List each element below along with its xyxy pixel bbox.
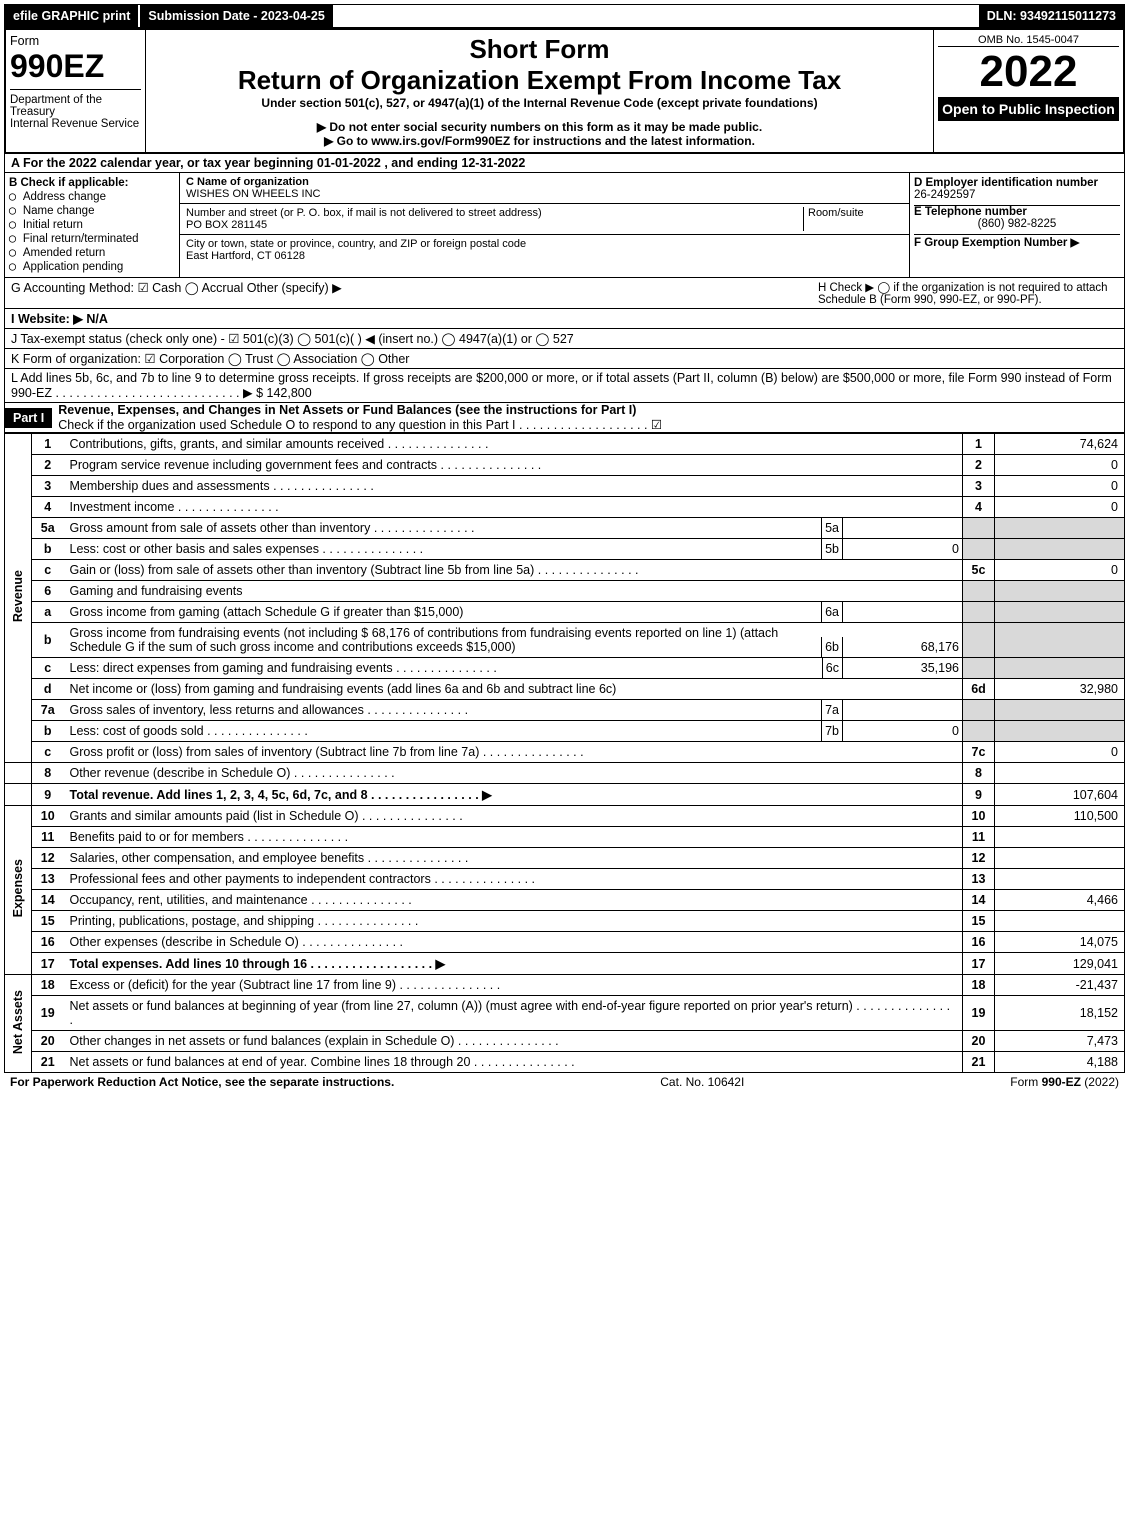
omb-number: OMB No. 1545-0047 (938, 34, 1119, 47)
efile-label: efile GRAPHIC print (5, 5, 138, 27)
open-public: Open to Public Inspection (938, 97, 1119, 121)
line-12: Salaries, other compensation, and employ… (64, 848, 963, 869)
top-bar: efile GRAPHIC print Submission Date - 20… (4, 4, 1125, 28)
identity-block: B Check if applicable: ◯ Address change … (4, 173, 1125, 278)
line-6b: Gross income from fundraising events (no… (64, 623, 822, 657)
line-10: Grants and similar amounts paid (list in… (64, 806, 963, 827)
line-2: Program service revenue including govern… (64, 455, 963, 476)
paperwork-notice: For Paperwork Reduction Act Notice, see … (10, 1075, 394, 1089)
room-suite: Room/suite (803, 207, 903, 231)
line-7c: Gross profit or (loss) from sales of inv… (64, 742, 963, 763)
main-title: Return of Organization Exempt From Incom… (150, 65, 929, 96)
line-4: Investment income (64, 497, 963, 518)
form-number: 990EZ (10, 48, 141, 85)
dln: DLN: 93492115011273 (979, 5, 1124, 27)
form-header: Form 990EZ Department of the Treasury In… (4, 28, 1125, 154)
f-label: F Group Exemption Number ▶ (914, 237, 1079, 249)
d-label: D Employer identification number (914, 177, 1098, 189)
line-9: Total revenue. Add lines 1, 2, 3, 4, 5c,… (64, 784, 963, 806)
part-i-check: Check if the organization used Schedule … (58, 418, 662, 432)
line-5b: Less: cost or other basis and sales expe… (64, 539, 822, 559)
section-i: I Website: ▶ N/A (4, 309, 1125, 329)
form-id: Form 990-EZ (2022) (1010, 1075, 1119, 1089)
line-14: Occupancy, rent, utilities, and maintena… (64, 890, 963, 911)
cb-name[interactable]: Name change (23, 205, 95, 217)
line-6: Gaming and fundraising events (64, 581, 963, 602)
ein-value: 26-2492597 (914, 189, 975, 201)
line-21: Net assets or fund balances at end of ye… (64, 1052, 963, 1073)
section-b-label: B Check if applicable: (9, 177, 129, 189)
line-5a: Gross amount from sale of assets other t… (64, 518, 822, 538)
cat-no: Cat. No. 10642I (660, 1075, 744, 1089)
section-k: K Form of organization: ☑ Corporation ◯ … (4, 349, 1125, 369)
line-20: Other changes in net assets or fund bala… (64, 1031, 963, 1052)
cb-amended[interactable]: Amended return (23, 247, 105, 259)
part-i-title: Revenue, Expenses, and Changes in Net As… (58, 403, 636, 417)
ssn-warning: ▶ Do not enter social security numbers o… (150, 120, 929, 134)
phone-value: (860) 982-8225 (914, 218, 1120, 230)
line-1: Contributions, gifts, grants, and simila… (64, 434, 963, 455)
street-value: PO BOX 281145 (186, 219, 267, 231)
line-6a: Gross income from gaming (attach Schedul… (64, 602, 822, 622)
side-expenses: Expenses (11, 859, 25, 917)
line-16: Other expenses (describe in Schedule O) (64, 932, 963, 953)
side-revenue: Revenue (11, 570, 25, 622)
goto-link[interactable]: ▶ Go to www.irs.gov/Form990EZ for instru… (150, 134, 929, 148)
line-13: Professional fees and other payments to … (64, 869, 963, 890)
line-3: Membership dues and assessments (64, 476, 963, 497)
line-19: Net assets or fund balances at beginning… (64, 996, 963, 1031)
line-8: Other revenue (describe in Schedule O) (64, 763, 963, 784)
line-6d: Net income or (loss) from gaming and fun… (64, 679, 963, 700)
irs-label: Internal Revenue Service (10, 118, 141, 130)
cb-pending[interactable]: Application pending (23, 261, 123, 273)
line-18: Excess or (deficit) for the year (Subtra… (64, 975, 963, 996)
line-6c: Less: direct expenses from gaming and fu… (64, 658, 822, 678)
cb-initial[interactable]: Initial return (23, 219, 83, 231)
line-7a: Gross sales of inventory, less returns a… (64, 700, 822, 720)
line-17: Total expenses. Add lines 10 through 16 … (64, 953, 963, 975)
side-netassets: Net Assets (11, 990, 25, 1054)
footer: For Paperwork Reduction Act Notice, see … (4, 1073, 1125, 1091)
short-form-title: Short Form (150, 34, 929, 65)
section-g: G Accounting Method: ☑ Cash ◯ Accrual Ot… (11, 280, 818, 306)
street-label: Number and street (or P. O. box, if mail… (186, 207, 542, 219)
cb-final[interactable]: Final return/terminated (23, 233, 139, 245)
cb-address[interactable]: Address change (23, 191, 106, 203)
city-value: East Hartford, CT 06128 (186, 250, 305, 262)
org-name: WISHES ON WHEELS INC (186, 188, 320, 200)
c-label: C Name of organization (186, 176, 309, 188)
submission-date: Submission Date - 2023-04-25 (138, 5, 332, 27)
form-word: Form (10, 34, 141, 48)
under-section: Under section 501(c), 527, or 4947(a)(1)… (150, 96, 929, 110)
section-a: A For the 2022 calendar year, or tax yea… (4, 154, 1125, 173)
part-i-label: Part I (5, 408, 52, 428)
tax-year: 2022 (938, 47, 1119, 97)
line-7b: Less: cost of goods sold (64, 721, 822, 741)
line-15: Printing, publications, postage, and shi… (64, 911, 963, 932)
part-i-bar: Part I Revenue, Expenses, and Changes in… (4, 403, 1125, 433)
line-5c: Gain or (loss) from sale of assets other… (64, 560, 963, 581)
line-11: Benefits paid to or for members (64, 827, 963, 848)
e-label: E Telephone number (914, 206, 1027, 218)
section-h: H Check ▶ ◯ if the organization is not r… (818, 280, 1118, 306)
section-j: J Tax-exempt status (check only one) - ☑… (4, 329, 1125, 349)
section-l: L Add lines 5b, 6c, and 7b to line 9 to … (4, 369, 1125, 403)
dept-label: Department of the Treasury (10, 94, 141, 118)
lines-table: Revenue 1Contributions, gifts, grants, a… (4, 433, 1125, 1073)
city-label: City or town, state or province, country… (186, 238, 526, 250)
